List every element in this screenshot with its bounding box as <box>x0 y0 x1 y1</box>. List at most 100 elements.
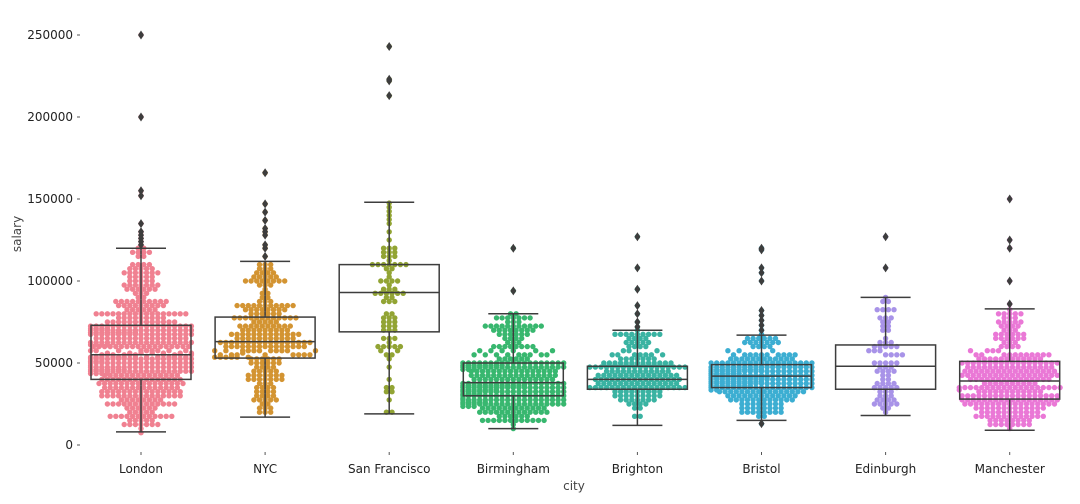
swarm-point <box>671 364 677 370</box>
swarm-point <box>240 302 246 309</box>
swarm-point <box>533 409 539 415</box>
swarm-point <box>124 372 130 378</box>
swarm-point <box>169 384 175 391</box>
swarm-point <box>124 397 130 403</box>
swarm-point <box>645 339 652 346</box>
outlier-marker <box>138 219 144 229</box>
swarm-point <box>124 286 130 292</box>
swarm-point <box>129 286 136 292</box>
swarm-point <box>115 315 122 321</box>
swarm-point <box>747 352 753 358</box>
swarm-point <box>538 364 544 370</box>
swarm-point <box>107 343 113 350</box>
swarm-point <box>259 311 265 317</box>
swarm-point <box>877 315 883 321</box>
swarm-point <box>183 335 189 342</box>
swarm-point <box>183 348 189 354</box>
swarm-point <box>146 397 153 403</box>
swarm-point <box>166 339 172 346</box>
swarm-point <box>121 401 127 407</box>
swarm-point <box>1035 368 1041 374</box>
swarm-point <box>798 376 804 383</box>
swarm-point <box>744 356 751 362</box>
swarm-point <box>1023 352 1030 358</box>
swarm-point <box>121 421 127 428</box>
swarm-point <box>1015 417 1021 424</box>
swarm-point <box>981 393 988 399</box>
swarm-point <box>505 409 511 415</box>
outlier-marker <box>758 276 765 286</box>
swarm-point <box>623 360 629 366</box>
swarm-point <box>530 327 536 333</box>
swarm-point <box>245 348 251 354</box>
swarm-point <box>657 389 663 395</box>
swarm-point <box>149 364 155 370</box>
swarm-point <box>987 380 993 387</box>
swarm-point <box>606 372 613 378</box>
swarm-point <box>157 384 164 391</box>
swarm-point <box>530 405 536 411</box>
swarm-point <box>761 409 767 415</box>
swarm-point <box>177 327 183 333</box>
swarm-point <box>521 397 528 403</box>
swarm-point <box>152 372 158 378</box>
swarm-point <box>155 364 161 370</box>
swarm-point <box>967 384 974 391</box>
swarm-point <box>516 315 522 321</box>
swarm-point <box>598 364 604 370</box>
swarm-point <box>775 352 781 358</box>
outlier-marker <box>262 224 269 234</box>
swarm-point <box>885 405 892 411</box>
swarm-point <box>276 311 282 317</box>
swarm-point <box>549 389 556 395</box>
swarm-point <box>626 401 632 407</box>
swarm-point <box>251 348 257 354</box>
swarm-point <box>499 315 505 321</box>
swarm-point <box>761 401 767 407</box>
outlier-marker <box>510 243 517 253</box>
swarm-point <box>1021 356 1027 362</box>
swarm-point <box>984 384 990 391</box>
swarm-point <box>739 405 745 411</box>
swarm-point <box>521 389 528 395</box>
swarm-point <box>775 368 781 374</box>
swarm-point <box>259 307 265 313</box>
swarm-point <box>237 323 243 329</box>
swarm-point <box>121 356 127 362</box>
swarm-point <box>392 319 398 325</box>
swarm-point <box>519 417 525 424</box>
swarm-point <box>488 348 494 354</box>
swarm-point <box>171 327 178 333</box>
swarm-point <box>127 417 133 424</box>
y-tick-label: 150000 <box>27 192 73 206</box>
swarm-point <box>789 397 795 403</box>
swarm-point <box>527 376 533 383</box>
swarm-point <box>262 327 268 333</box>
swarm-point <box>146 249 153 255</box>
outlier-marker <box>634 322 641 332</box>
swarm-point <box>149 368 155 374</box>
swarm-point <box>1009 335 1016 342</box>
swarm-point <box>386 323 392 329</box>
swarm-point <box>135 261 141 268</box>
swarm-point <box>1018 405 1024 411</box>
swarm-point <box>595 380 601 387</box>
swarm-point <box>880 397 886 403</box>
y-tick-label: 100000 <box>27 274 73 288</box>
swarm-point <box>146 286 153 292</box>
swarm-point <box>507 368 514 374</box>
swarm-point <box>510 389 516 395</box>
swarm-point <box>786 380 793 387</box>
swarm-point <box>637 405 643 411</box>
swarm-point <box>995 384 1002 391</box>
swarm-point <box>477 348 483 354</box>
swarm-point <box>256 343 263 350</box>
swarm-point <box>380 343 387 350</box>
swarm-point <box>513 417 519 424</box>
swarm-point <box>284 348 291 354</box>
swarm-point <box>1009 331 1016 337</box>
swarm-point <box>141 253 147 260</box>
swarm-point <box>121 331 127 337</box>
swarm-point <box>256 380 263 387</box>
swarm-point <box>394 290 401 296</box>
